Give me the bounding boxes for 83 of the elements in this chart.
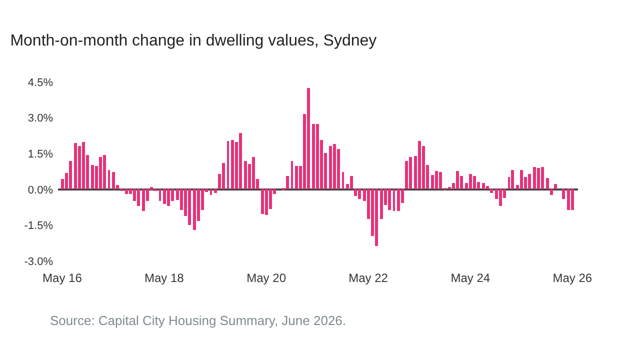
bar [358, 189, 361, 199]
bar [78, 146, 81, 189]
bar [252, 157, 255, 189]
x-tick-label: May 24 [450, 271, 490, 285]
bar [405, 161, 408, 189]
bar [69, 161, 72, 189]
y-tick-label: -3.0% [24, 256, 54, 268]
x-tick-label: May 16 [42, 271, 82, 285]
bar [193, 189, 196, 230]
bar [214, 189, 217, 193]
bar [239, 133, 242, 189]
bar [329, 146, 332, 189]
bar [473, 176, 476, 189]
bar [546, 178, 549, 189]
x-tick-label: May 18 [144, 271, 184, 285]
bar [554, 184, 557, 189]
bar [210, 189, 212, 195]
bar [571, 189, 574, 210]
bar [74, 143, 77, 189]
bar [103, 155, 106, 189]
bar [108, 170, 110, 189]
bar [163, 189, 166, 204]
bar [159, 189, 161, 201]
source-note: Source: Capital City Housing Summary, June 2026. [50, 313, 346, 328]
bar [125, 189, 128, 194]
bar [244, 161, 247, 189]
bar [541, 167, 544, 189]
bar [99, 157, 102, 189]
bar [137, 189, 140, 206]
bar [562, 189, 565, 199]
bar [550, 189, 553, 195]
bar [567, 189, 570, 210]
bar [397, 189, 400, 211]
bar [354, 189, 357, 196]
bar [375, 189, 378, 246]
bar [222, 163, 225, 189]
y-tick-label: 0.0% [28, 184, 54, 196]
bar [439, 172, 442, 189]
bar [409, 157, 412, 189]
bar [261, 189, 264, 214]
chart-title: Month-on-month change in dwelling values, Sydney [10, 32, 377, 50]
bar [307, 88, 310, 189]
bar [393, 189, 395, 211]
bar [188, 189, 191, 225]
x-tick-label: May 20 [246, 271, 286, 285]
bar [312, 124, 315, 189]
x-tick-label: May 22 [348, 271, 388, 285]
y-tick-label: -1.5% [24, 220, 54, 232]
bar [431, 175, 434, 189]
bar [82, 142, 85, 189]
bar [167, 189, 170, 206]
bar [316, 124, 319, 189]
bar [291, 161, 293, 189]
bar [91, 165, 94, 189]
y-tick-label: 1.5% [28, 148, 54, 160]
bar [435, 171, 438, 189]
bar [490, 189, 493, 193]
bar [469, 174, 472, 189]
bar [537, 168, 540, 189]
bar [265, 189, 268, 215]
bar [112, 172, 115, 189]
bar [227, 141, 229, 189]
bar [511, 170, 514, 189]
bar [388, 189, 391, 210]
bar [533, 167, 536, 189]
bar [333, 144, 336, 189]
bar [482, 183, 485, 189]
bar [380, 189, 383, 219]
bar [418, 141, 421, 189]
bar [231, 140, 234, 189]
bar [528, 174, 531, 189]
bar [456, 171, 459, 189]
bar [142, 189, 145, 211]
bar [499, 189, 502, 206]
bar [295, 166, 298, 189]
y-tick-label: 3.0% [28, 112, 54, 125]
x-tick-label: May 26 [552, 271, 592, 285]
bar [520, 170, 523, 189]
bar [286, 176, 289, 189]
bar [342, 172, 344, 189]
y-tick-label: 4.5% [28, 76, 54, 89]
bar [486, 186, 489, 189]
bar [350, 176, 353, 189]
